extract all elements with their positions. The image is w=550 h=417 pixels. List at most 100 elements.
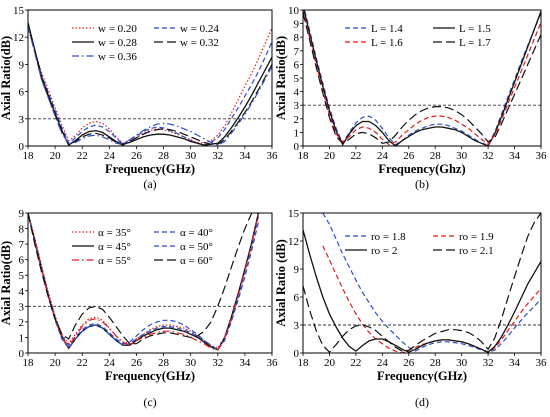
x-tick-label: 30 [185, 357, 197, 369]
y-tick-label: 1 [19, 332, 25, 344]
y-tick-label: 5 [294, 73, 300, 85]
legend: w = 0.20 w = 0.24 w = 0.28 w = 0.32 w = 0.36 [72, 23, 219, 63]
legend: ro = 1.8 ro = 1.9 ro = 2 ro = 2.1 [345, 231, 494, 257]
y-axis-label: Axial Ratio(dB) [274, 36, 288, 120]
plot-frame [27, 9, 273, 147]
y-tick-label: 3 [294, 100, 300, 112]
panel-caption: (b) [415, 177, 429, 191]
y-tick-label: 10 [288, 5, 300, 17]
legend-label: L = 1.5 [459, 23, 491, 35]
panel-caption: (d) [415, 395, 429, 409]
panel-caption: (a) [143, 177, 156, 191]
legend-label: L = 1.7 [459, 37, 491, 49]
x-tick-label: 18 [23, 150, 35, 162]
y-tick-label: 0 [19, 141, 25, 153]
legend-label: ro = 2 [371, 245, 397, 257]
legend-label: ro = 1.8 [371, 231, 406, 243]
y-tick-label: 15 [13, 5, 25, 17]
series-line-2 [303, 10, 541, 146]
y-tick-label: 7 [19, 239, 25, 251]
y-tick-label: 3 [19, 301, 25, 313]
legend-label: α = 45° [98, 241, 131, 253]
chart-panel-b: 0 12 34 5 67 89 10 18 20 22 24 26 28 30 32 34 36 Frequenc… [274, 5, 548, 191]
x-tick-label: 34 [239, 150, 251, 162]
series-line-4 [303, 213, 541, 353]
legend: α = 35° α = 40° α = 45° α = 50° α = 55° α = 6… [72, 227, 213, 267]
x-tick-label: 20 [50, 357, 62, 369]
legend-label: ro = 2.1 [459, 245, 494, 257]
plot-frame [27, 212, 273, 354]
series-group [303, 213, 541, 353]
x-axis-label: Frequency(GHz) [105, 162, 195, 176]
series-line-1 [304, 10, 541, 146]
y-tick-label: 4 [294, 87, 300, 99]
legend: L = 1.4 L = 1.5 L = 1.6 L = 1.7 [345, 23, 491, 49]
x-tick-label: 32 [483, 357, 494, 369]
x-axis-label: Frequency(GHz) [377, 369, 467, 383]
series-line-1 [322, 213, 541, 353]
series-group [28, 213, 260, 351]
x-tick-label: 22 [350, 357, 361, 369]
y-tick-label: 12 [13, 32, 24, 44]
series-group [28, 22, 272, 146]
x-tick-label: 24 [377, 357, 389, 369]
x-tick-label: 20 [324, 150, 336, 162]
x-tick-label: 24 [104, 357, 116, 369]
series-line-1 [28, 213, 259, 350]
legend-label: ro = 1.9 [459, 231, 494, 243]
legend-label: L = 1.4 [371, 23, 403, 35]
y-tick-label: 6 [294, 292, 300, 304]
x-tick-label: 28 [430, 357, 442, 369]
series-line-4 [303, 12, 541, 145]
x-tick-label: 24 [104, 150, 116, 162]
series-line-6 [28, 213, 259, 345]
y-tick-label: 6 [294, 59, 300, 71]
legend-label: w = 0.28 [98, 37, 137, 49]
series-line-2 [28, 26, 272, 146]
legend-label: w = 0.20 [98, 23, 137, 35]
plot-frame [302, 9, 542, 147]
legend-label: α = 55° [98, 255, 131, 267]
y-tick-label: 0 [294, 348, 300, 360]
plot-frame [302, 212, 542, 354]
x-tick-label: 26 [403, 357, 415, 369]
legend-label: w = 0.24 [180, 23, 219, 35]
legend-label: w = 0.36 [98, 51, 137, 63]
legend-label: w = 0.32 [180, 37, 219, 49]
x-tick-label: 36 [267, 150, 279, 162]
series-line-5 [28, 26, 272, 146]
y-tick-label: 9 [294, 264, 300, 276]
y-tick-label: 3 [19, 114, 25, 126]
legend-label: L = 1.6 [371, 37, 403, 49]
series-line-3 [303, 10, 541, 146]
y-tick-label: 0 [294, 141, 300, 153]
series-group [303, 10, 541, 146]
x-tick-label: 36 [536, 357, 548, 369]
y-tick-label: 9 [294, 19, 300, 31]
x-tick-label: 22 [77, 357, 88, 369]
legend-label: α = 50° [180, 241, 213, 253]
y-tick-label: 7 [294, 46, 300, 58]
y-axis-label: Axial Ratio(dB) [0, 36, 13, 120]
series-line-5 [28, 213, 259, 351]
x-tick-label: 30 [456, 150, 468, 162]
x-tick-label: 32 [212, 150, 223, 162]
x-tick-label: 18 [298, 357, 310, 369]
panel-caption: (c) [143, 395, 156, 409]
y-axis-label: Axial Ratio (dB) [274, 239, 288, 327]
series-line-4 [28, 24, 272, 146]
x-tick-label: 26 [131, 357, 143, 369]
x-tick-label: 36 [536, 150, 548, 162]
y-tick-label: 8 [19, 224, 25, 236]
legend-label: α = 35° [98, 227, 131, 239]
y-tick-label: 6 [19, 87, 25, 99]
x-tick-label: 26 [403, 150, 415, 162]
y-tick-label: 15 [288, 208, 300, 220]
y-tick-label: 1 [294, 127, 300, 139]
series-line-3 [28, 22, 272, 146]
x-tick-label: 20 [324, 357, 336, 369]
